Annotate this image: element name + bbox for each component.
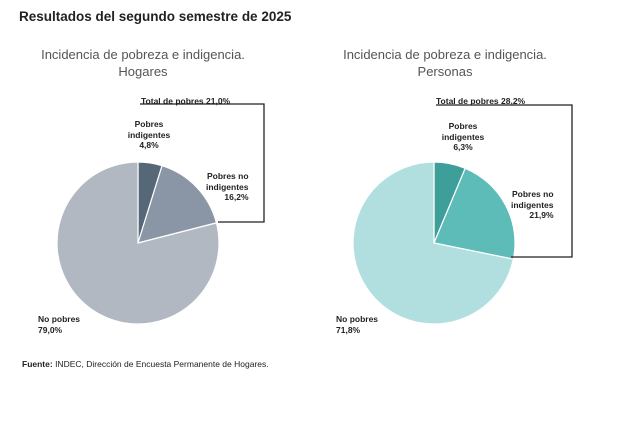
chart-title-line: Incidencia de pobreza e indigencia. bbox=[343, 47, 547, 62]
slice-label-no-pobres: No pobres 79,0% bbox=[38, 314, 80, 335]
total-poor-label: Total de pobres 28,2% bbox=[436, 96, 526, 106]
slice-name-line: indigentes bbox=[206, 181, 249, 192]
slice-name-line: No pobres bbox=[336, 314, 379, 324]
slice-value: 21,9% bbox=[529, 210, 554, 220]
pie-chart bbox=[352, 104, 573, 325]
slice-name-line: Pobres no bbox=[206, 171, 249, 181]
chart-title-line: Incidencia de pobreza e indigencia. bbox=[41, 47, 245, 62]
slice-label-no-indigentes: Pobres no indigentes 16,2% bbox=[206, 171, 249, 203]
chart-hogares: Incidencia de pobreza e indigencia. Hoga… bbox=[0, 46, 288, 335]
pie-slice-no-pobres bbox=[352, 161, 515, 325]
slice-value: 6,3% bbox=[453, 142, 473, 152]
source-label: Fuente: bbox=[22, 359, 53, 369]
pie-slice-pobres-no-indigentes bbox=[433, 167, 516, 260]
total-poor-bracket bbox=[436, 104, 573, 258]
chart-personas: Incidencia de pobreza e indigencia. Pers… bbox=[295, 0, 611, 421]
total-poor-bracket bbox=[140, 103, 265, 223]
slice-value: 4,8% bbox=[139, 140, 159, 150]
slice-name-line: indigentes bbox=[441, 131, 485, 142]
pie-slice-pobres-no-indigentes bbox=[137, 164, 218, 244]
slice-name-line: Pobres bbox=[448, 121, 478, 131]
pie-chart bbox=[56, 103, 265, 325]
chart-title: Incidencia de pobreza e indigencia. Hoga… bbox=[0, 46, 288, 80]
chart-subtitle: Personas bbox=[417, 64, 473, 79]
total-poor-label: Total de pobres 21,0% bbox=[141, 96, 231, 106]
pie-slice-no-pobres bbox=[56, 161, 220, 325]
page-title: Resultados del segundo semestre de 2025 bbox=[19, 9, 292, 24]
source-text: INDEC, Dirección de Encuesta Permanente … bbox=[52, 359, 269, 369]
slice-label-indigentes: Pobres indigentes 4,8% bbox=[124, 119, 174, 151]
slice-value: 16,2% bbox=[224, 192, 249, 202]
source-note: Fuente: INDEC, Dirección de Encuesta Per… bbox=[22, 359, 269, 369]
slice-name-line: indigentes bbox=[127, 129, 171, 140]
chart-title: Incidencia de pobreza e indigencia. Pers… bbox=[295, 46, 595, 80]
slice-value: 71,8% bbox=[336, 324, 361, 335]
slice-label-no-pobres: No pobres 71,8% bbox=[336, 314, 378, 335]
slice-name-line: indigentes bbox=[511, 199, 554, 210]
slice-name-line: Pobres no bbox=[511, 189, 554, 199]
slice-name-line: No pobres bbox=[38, 314, 81, 324]
slice-value: 79,0% bbox=[38, 324, 63, 335]
slice-label-no-indigentes: Pobres no indigentes 21,9% bbox=[511, 189, 554, 221]
slice-label-indigentes: Pobres indigentes 6,3% bbox=[433, 121, 493, 153]
slice-name-line: Pobres bbox=[134, 119, 164, 129]
chart-subtitle: Hogares bbox=[118, 64, 168, 79]
